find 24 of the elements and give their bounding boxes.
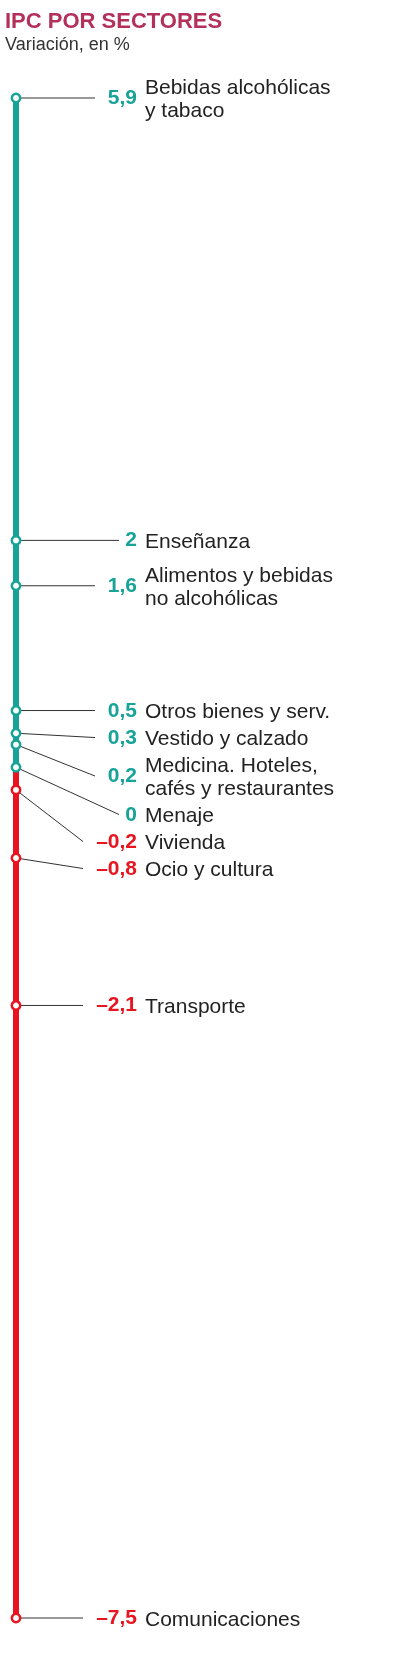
data-label: 2 — [125, 527, 137, 551]
category-label: Medicina. Hoteles, cafés y restaurantes — [145, 753, 335, 800]
text: IPC POR SECTORES — [5, 8, 223, 33]
category-label: Otros bienes y serv. — [145, 699, 331, 723]
category-label: Enseñanza — [145, 528, 251, 552]
data-label: 1,6 — [107, 572, 137, 596]
category-label: Vestido y calzado — [145, 726, 309, 750]
data-label: –2,1 — [96, 992, 138, 1016]
category-label: Vivienda — [145, 830, 226, 854]
data-label: 5,9 — [107, 85, 137, 108]
text: Variación, en % — [5, 34, 130, 54]
category-label: Transporte — [145, 993, 246, 1017]
data-label: 0,3 — [107, 724, 137, 748]
data-label: 0,2 — [107, 763, 137, 787]
data-label: 0 — [125, 801, 137, 825]
data-label: –0,2 — [96, 828, 137, 852]
category-label: Alimentos y bebidas no alcohólicas — [145, 562, 333, 609]
data-label: –7,5 — [96, 1605, 138, 1628]
data-label: 0,5 — [107, 697, 138, 721]
data-label: –0,8 — [96, 855, 138, 879]
category-label: Menaje — [145, 803, 214, 827]
category-label: Comunicaciones — [145, 1606, 301, 1630]
category-label: Ocio y cultura — [145, 857, 274, 881]
category-label: Bebidas alcohólicas y tabaco — [145, 75, 331, 121]
